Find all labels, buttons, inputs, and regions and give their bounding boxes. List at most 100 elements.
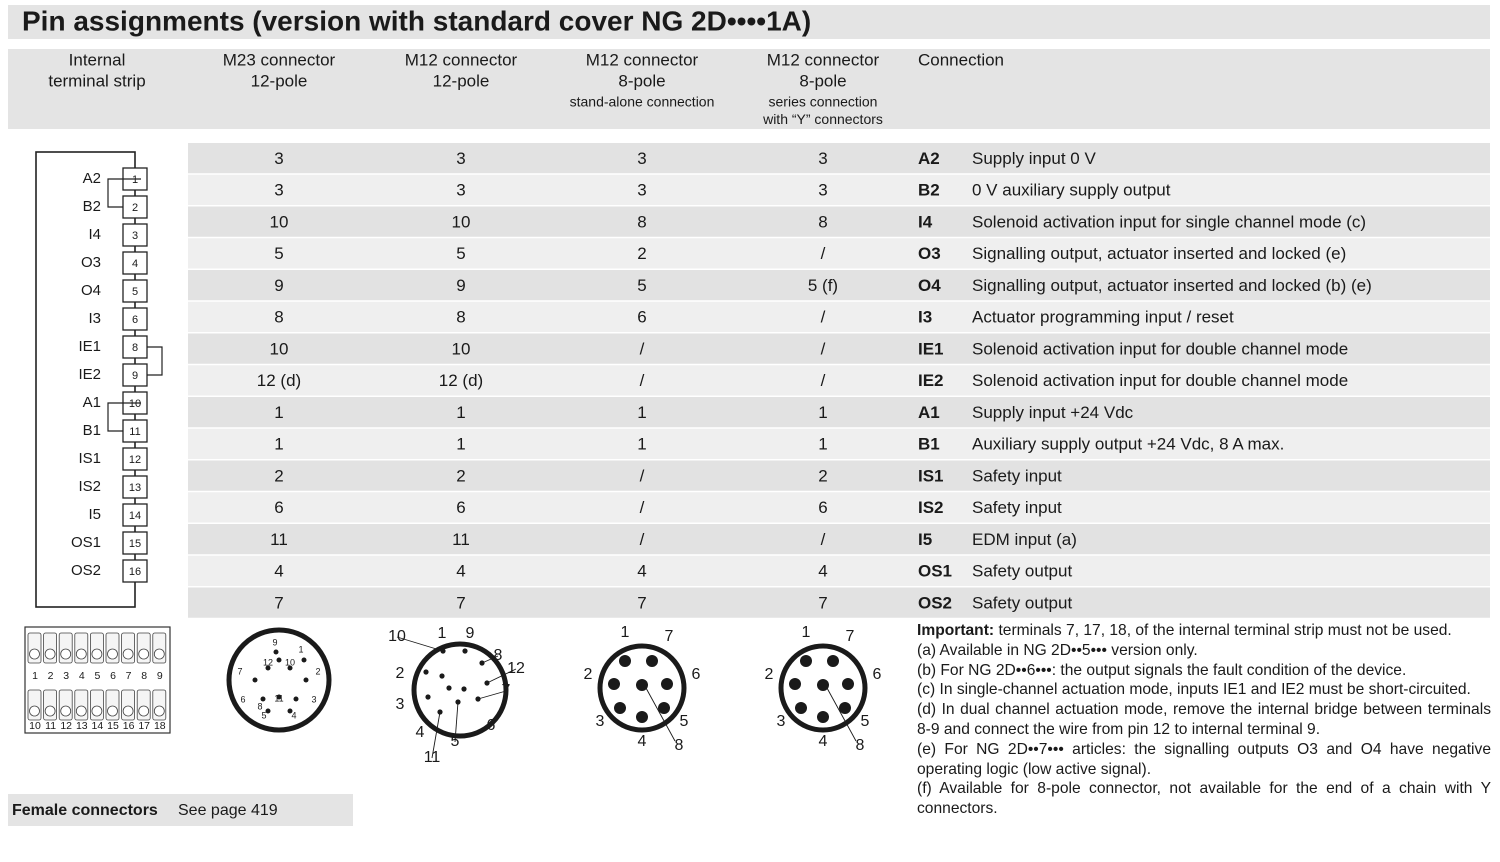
table-cell: 8 [456, 308, 465, 327]
notes: Important: terminals 7, 17, 18, of the i… [917, 621, 1491, 819]
pin-label: 10 [285, 657, 295, 667]
connector-pin [817, 679, 829, 691]
pin-label: 8 [494, 647, 503, 664]
header-text: M23 connector [223, 50, 336, 69]
terminal-label: IS2 [78, 478, 101, 495]
table-cell: 1 [456, 435, 465, 454]
connection-description: Supply input 0 V [972, 149, 1096, 168]
connector-pin [839, 702, 851, 714]
pin-label: 6 [692, 666, 701, 683]
terminal-block-number: 11 [45, 720, 56, 732]
pin-label: 11 [274, 693, 283, 703]
connector-pin [265, 665, 271, 671]
table-cell: 10 [270, 212, 289, 231]
table-cell: / [640, 466, 645, 485]
terminal-box [122, 447, 148, 471]
terminal-code: I3 [918, 308, 932, 327]
connector-pin [276, 694, 282, 700]
terminal-label: I3 [88, 310, 101, 327]
connector-pin [301, 657, 307, 663]
terminal-screw [29, 705, 40, 717]
header-text: 8-pole [618, 71, 665, 90]
pin-label: 5 [680, 713, 689, 730]
terminal-block-number: 7 [126, 670, 132, 682]
table-cell: 1 [818, 403, 827, 422]
terminal-label: I5 [88, 506, 101, 523]
table-cell: 4 [274, 562, 283, 581]
terminal-number: 8 [132, 342, 138, 354]
terminal-block-number: 6 [110, 670, 116, 682]
connection-description: EDM input (a) [972, 530, 1077, 549]
terminal-code: IS2 [918, 498, 944, 517]
terminal-number: 2 [132, 202, 138, 214]
connector-pin [661, 678, 673, 690]
header-text: M12 connector [767, 50, 880, 69]
connection-description: Actuator programming input / reset [972, 308, 1234, 327]
terminal-screw [75, 648, 87, 660]
note: (b) For NG 2D••6•••: the output signals … [917, 661, 1407, 679]
pin-label: 1 [438, 625, 447, 642]
pin-label: 7 [502, 682, 511, 699]
table-cell: / [821, 530, 826, 549]
connector-pin [462, 648, 468, 654]
terminal-screw [75, 705, 87, 717]
table-cell: 8 [818, 212, 827, 231]
pin-label: 1 [298, 644, 303, 654]
terminal-box [122, 559, 148, 583]
connection-description: Safety input [972, 466, 1062, 485]
note: Important: terminals 7, 17, 18, of the i… [917, 621, 1491, 641]
terminal-screw [153, 705, 165, 717]
terminal-screw [122, 705, 134, 717]
pin-label: 3 [596, 713, 605, 730]
table-cell: 10 [452, 212, 471, 231]
terminal-block-number: 4 [79, 670, 85, 682]
connection-description: Safety output [972, 562, 1072, 581]
pin-label: 6 [487, 717, 496, 734]
table-cell: 10 [270, 339, 289, 358]
terminal-number: 3 [132, 230, 138, 242]
connector-pin [252, 677, 258, 683]
terminal-screw [122, 648, 134, 660]
terminal-block-number: 14 [92, 720, 104, 732]
table-cell: 6 [274, 498, 283, 517]
pin-label: 12 [507, 660, 525, 677]
table-row [188, 524, 1490, 555]
table-cell: 1 [818, 435, 827, 454]
terminal-code: B2 [918, 181, 940, 200]
table-cell: 4 [456, 562, 465, 581]
pin-label: 7 [237, 666, 242, 676]
table-cell: 2 [456, 466, 465, 485]
table-cell: 2 [818, 466, 827, 485]
terminal-number: 10 [129, 398, 141, 410]
table-cell: 3 [637, 149, 646, 168]
connector-pin [800, 655, 812, 667]
connector-pin [303, 677, 309, 683]
table-row [188, 587, 1490, 618]
terminal-block-number: 13 [76, 720, 88, 732]
pin-label: 5 [451, 733, 460, 750]
table-cell: / [821, 339, 826, 358]
terminal-label: IS1 [78, 450, 101, 467]
terminal-screw [60, 705, 72, 717]
table-cell: / [821, 244, 826, 263]
terminal-block-number: 15 [107, 720, 119, 732]
table-cell: 11 [452, 530, 470, 549]
table-row [188, 460, 1490, 491]
pin-leader [431, 711, 441, 759]
pin-label: 1 [802, 624, 811, 641]
connection-description: Signalling output, actuator inserted and… [972, 244, 1346, 263]
note: (f) Available for 8-pole connector, not … [917, 780, 1491, 818]
terminal-label: I4 [88, 226, 101, 243]
pin-label: 12 [263, 657, 273, 667]
table-row [188, 555, 1490, 586]
connection-description: Signalling output, actuator inserted and… [972, 276, 1372, 295]
terminal-bridge [147, 346, 163, 376]
connector-pin [461, 686, 467, 692]
terminal-box [122, 279, 148, 303]
table-cell: / [821, 371, 826, 390]
table-row [188, 238, 1490, 269]
header-text: Internal [69, 50, 126, 69]
terminal-number: 14 [129, 510, 141, 522]
terminal-code: O3 [918, 244, 941, 263]
